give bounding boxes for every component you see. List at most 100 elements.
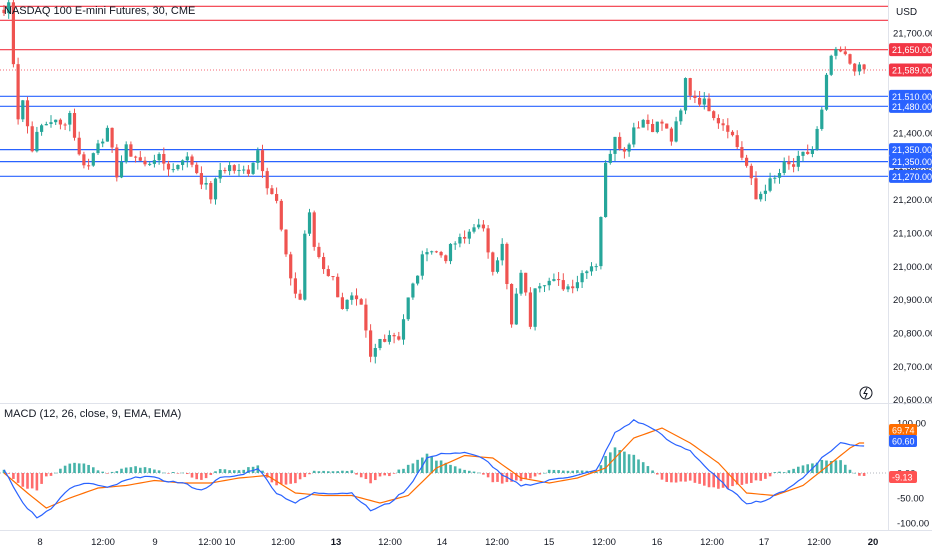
candle-body [843,51,847,55]
candle-body [806,151,810,154]
macd-histogram-bar [717,473,720,489]
candle-body [406,297,410,320]
candle-body [265,171,269,189]
candle-body [787,161,791,165]
macd-histogram-bar [449,464,452,473]
macd-histogram-bar [759,473,762,481]
macd-histogram-bar [40,473,43,484]
candle-body [510,284,514,325]
candle-body [401,319,406,340]
candle-body [30,126,34,152]
macd-histogram-bar [341,470,344,473]
macd-histogram-bar [345,470,349,473]
macd-histogram-bar [312,470,316,473]
time-tick-label: 12:00 [378,537,402,548]
macd-histogram-bar [524,473,527,479]
candle-body [660,121,664,124]
candle-body [547,280,551,286]
candle-body [134,156,138,158]
macd-histogram-bar [500,473,504,484]
macd-histogram-bar [26,473,29,489]
candle-body [815,128,819,150]
macd-value-tag: 60.60 [892,437,915,447]
macd-histogram-bar [247,467,250,473]
candle-body [533,288,537,327]
candle-body [138,157,142,161]
candle-body [542,285,547,287]
macd-histogram-bar [12,473,15,479]
macd-histogram-bar [148,468,151,473]
macd-histogram-bar [594,471,598,473]
macd-histogram-bar [712,473,715,488]
macd-histogram-bar [96,470,100,473]
macd-histogram-bar [153,469,156,473]
macd-histogram-bar [411,463,415,473]
candle-body [759,193,763,200]
macd-histogram-bar [327,471,330,473]
candlestick-series [2,0,866,364]
macd-histogram-bar [331,471,335,473]
candle-body [44,124,48,126]
macd-histogram-bar [787,470,791,473]
macd-histogram-bar [284,473,288,485]
macd-histogram-bar [388,473,391,477]
macd-histogram-bar [374,473,377,481]
candle-body [829,55,833,75]
time-tick-label: 12:00 [271,537,295,548]
candle-body [491,252,495,272]
macd-histogram-bar [134,466,137,473]
candle-body [397,336,401,340]
candle-body [486,228,490,253]
macd-histogram-bar [844,464,847,473]
macd-histogram-bar [651,470,654,473]
candle-body [2,9,6,14]
macd-histogram-bar [693,473,697,483]
candle-body [54,119,58,123]
macd-histogram-bar [750,473,753,483]
candle-body [439,251,443,256]
horizontal-levels [0,5,888,177]
candle-body [448,243,453,262]
candle-body [749,165,753,179]
macd-histogram-bar [458,468,462,473]
candle-body [688,78,692,96]
macd-histogram-bar [557,470,560,473]
candle-body [293,278,297,294]
candle-body [237,169,241,171]
price-tick-label: 21,200.00 [893,195,932,206]
macd-histogram-bar [848,469,852,473]
histogram-value-tag: -9.13 [892,473,913,483]
candle-body [256,150,260,163]
time-tick-label: 12:00 [91,537,115,548]
candle-body [655,121,659,133]
macd-histogram-bar [45,473,48,477]
macd-histogram-bar [468,470,471,473]
candle-body [21,100,25,120]
macd-histogram-bar [101,471,104,473]
histogram-value-tag-bg [889,471,917,483]
macd-histogram-bar [552,469,556,473]
level-label-bg [889,143,932,157]
candle-body [7,2,11,14]
candle-body [373,347,377,357]
candle-body [463,236,467,239]
candle-body [270,188,274,195]
macd-histogram-bar [228,470,231,473]
candle-body [618,136,622,149]
candle-body [16,64,20,120]
macd-histogram-bar [289,473,292,484]
candle-body [223,169,227,172]
price-tick-label: 21,700.00 [893,29,932,40]
candle-body [566,286,570,290]
candle-body [359,299,363,305]
candle-body [561,280,565,290]
macd-histogram-bar [251,466,255,473]
candle-body [495,260,500,272]
macd-histogram-bar [110,471,114,473]
candle-body [514,293,518,325]
macd-histogram-bar [562,470,565,473]
candle-body [477,224,481,228]
candle-body [524,272,528,293]
lightning-icon-glyph [863,387,868,399]
